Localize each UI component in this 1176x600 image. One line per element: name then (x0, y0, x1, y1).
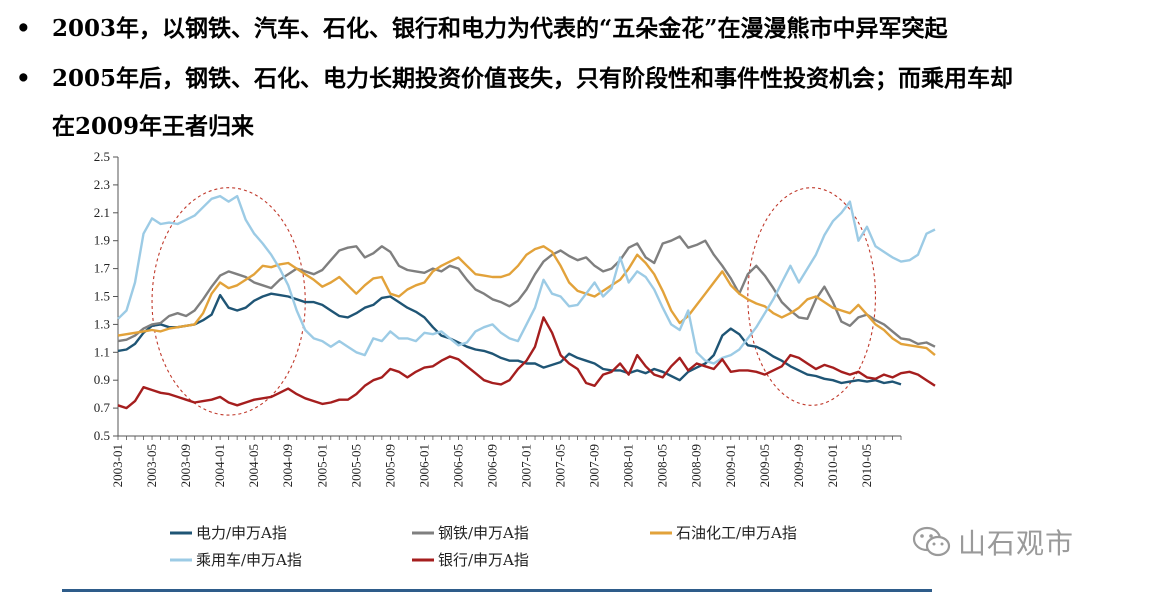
x-tick-label: 2003-05 (144, 444, 159, 487)
legend-label: 钢铁/申万A指 (438, 524, 529, 542)
x-tick-label: 2009-05 (757, 444, 772, 487)
x-tick-label: 2010-01 (825, 444, 840, 487)
bullet-text-2: 2005年后，钢铁、石化、电力长期投资价值丧失，只有阶段性和事件性投资机会；而乘… (52, 65, 1014, 92)
legend-label: 银行/申万A指 (438, 551, 529, 569)
x-tick-label: 2007-05 (553, 444, 568, 487)
x-tick-label: 2010-05 (859, 444, 874, 487)
bottom-divider (62, 589, 932, 592)
watermark-text: 山石观市 (958, 527, 1075, 560)
x-tick-label: 2009-09 (791, 444, 806, 487)
y-tick-label: 1.1 (94, 344, 110, 359)
wechat-icon (912, 526, 952, 565)
y-tick-label: 2.3 (94, 177, 110, 192)
x-tick-label: 2005-09 (382, 444, 397, 487)
x-tick-label: 2008-05 (655, 444, 670, 487)
x-tick-label: 2006-09 (484, 444, 499, 487)
legend-label: 电力/申万A指 (196, 524, 287, 542)
bullet-marker: • (16, 65, 31, 92)
y-tick-label: 0.7 (94, 400, 111, 415)
bullet-point-1: • 2003年，以钢铁、汽车、石化、银行和电力为代表的“五朵金花”在漫漫熊市中异军… (16, 14, 947, 44)
y-tick-label: 0.5 (94, 428, 110, 443)
x-tick-label: 2004-05 (246, 444, 261, 487)
x-tick-label: 2003-01 (110, 444, 125, 487)
x-tick-label: 2004-09 (280, 444, 295, 487)
x-tick-label: 2004-01 (212, 444, 227, 487)
x-tick-label: 2005-01 (314, 444, 329, 487)
x-tick-label: 2003-09 (178, 444, 193, 487)
series-line-4 (117, 194, 936, 365)
y-tick-label: 2.5 (94, 149, 110, 164)
x-tick-label: 2008-09 (689, 444, 704, 487)
legend-label: 乘用车/申万A指 (196, 551, 302, 569)
y-tick-label: 0.9 (94, 372, 110, 387)
series-line-3 (117, 245, 936, 357)
bullet-marker: • (16, 15, 31, 42)
series-line-1 (117, 292, 902, 386)
y-tick-label: 1.3 (94, 316, 110, 331)
series-line-5 (117, 316, 936, 410)
highlight-ellipse-1 (151, 187, 306, 416)
legend-label: 石油化工/申万A指 (676, 524, 797, 542)
y-tick-label: 1.7 (94, 261, 111, 276)
x-tick-label: 2008-01 (621, 444, 636, 487)
bullet-text-2-continuation: 在2009年王者归来 (52, 113, 255, 140)
bullet-text-1: 2003年，以钢铁、汽车、石化、银行和电力为代表的“五朵金花”在漫漫熊市中异军突… (52, 15, 948, 42)
y-tick-label: 1.5 (94, 289, 110, 304)
x-tick-label: 2005-05 (348, 444, 363, 487)
x-tick-label: 2009-01 (723, 444, 738, 487)
y-tick-label: 1.9 (94, 233, 110, 248)
x-tick-label: 2007-09 (587, 444, 602, 487)
y-tick-label: 2.1 (94, 205, 110, 220)
x-tick-label: 2006-01 (416, 444, 431, 487)
x-tick-label: 2007-01 (519, 444, 534, 487)
bullet-point-2: • 2005年后，钢铁、石化、电力长期投资价值丧失，只有阶段性和事件性投资机会；而… (16, 64, 1013, 94)
watermark: 山石观市 (912, 522, 1074, 565)
highlight-ellipse-2 (747, 187, 877, 406)
series-line-2 (117, 235, 936, 348)
x-tick-label: 2006-05 (450, 444, 465, 487)
